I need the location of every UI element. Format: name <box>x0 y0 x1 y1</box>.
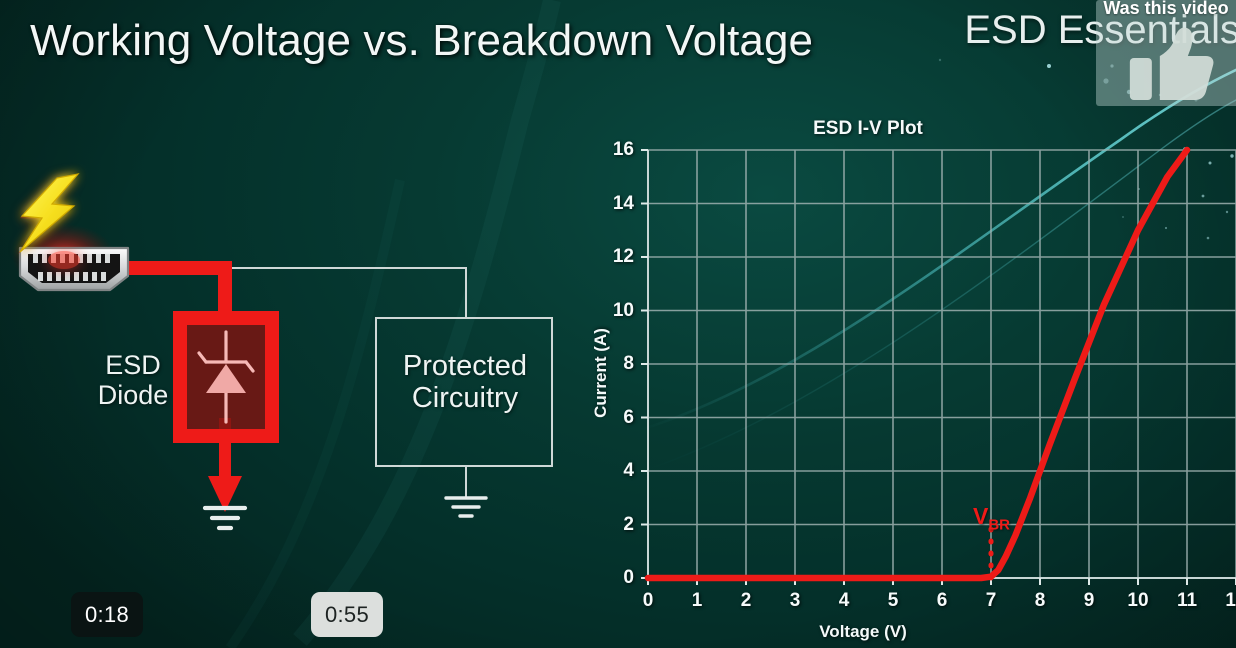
chart-xtick-4: 4 <box>838 590 850 611</box>
esd-protection-circuit-diagram: ESD Diode Protected Circuitry <box>0 150 600 570</box>
vbr-symbol: V <box>973 503 989 530</box>
survey-prompt-label: Was this video <box>1103 0 1229 18</box>
chart-xtick-7: 7 <box>985 590 997 611</box>
protected-label-line1: Protected <box>402 350 528 382</box>
chart-xtick-0: 0 <box>642 590 654 611</box>
chart-title: ESD I-V Plot <box>813 118 923 139</box>
esd-diode-label-line2: Diode <box>97 380 169 411</box>
timestamp-current[interactable]: 0:18 <box>71 592 143 637</box>
chart-ytick-6: 6 <box>623 406 634 428</box>
chart-xtick-11: 11 <box>1176 590 1198 611</box>
ground-icon-protected <box>444 496 488 518</box>
signal-trace-wire <box>132 267 467 318</box>
video-survey-overlay[interactable]: Was this video <box>1096 0 1236 106</box>
chart-ytick-12: 12 <box>612 246 634 267</box>
chart-ytick-16: 16 <box>612 139 634 160</box>
chart-xtick-2: 2 <box>740 590 752 611</box>
chart-ytick-2: 2 <box>623 513 634 535</box>
chart-series-0 <box>644 146 1191 582</box>
protected-circuitry-label: Protected Circuitry <box>375 350 555 415</box>
chart-ytick-8: 8 <box>623 353 634 374</box>
chart-xaxis-title: Voltage (V) <box>819 622 907 641</box>
lightning-bolt-icon <box>18 173 80 254</box>
chart-ytick-4: 4 <box>623 460 634 481</box>
chart-xtick-3: 3 <box>789 590 801 611</box>
thumbs-up-icon[interactable] <box>1122 26 1218 104</box>
chart-xtick-12: 12 <box>1225 590 1236 611</box>
chart-xtick-6: 6 <box>936 590 948 611</box>
chart-ytick-10: 10 <box>612 299 634 321</box>
timestamp-total[interactable]: 0:55 <box>311 592 383 637</box>
esd-diode-label-line1: ESD <box>105 350 161 380</box>
chart-xtick-1: 1 <box>691 590 703 611</box>
chart-ytick-14: 14 <box>612 192 634 214</box>
chart-ytick-0: 0 <box>623 567 634 588</box>
page-title: Working Voltage vs. Breakdown Voltage <box>30 16 814 65</box>
protected-label-line2: Circuitry <box>411 382 519 415</box>
chart-xtick-5: 5 <box>887 590 899 611</box>
vbr-annotation: VBR <box>973 503 1010 534</box>
esd-diode-component <box>173 311 279 443</box>
chart-plot-area <box>641 146 1236 585</box>
ground-icon <box>202 505 248 531</box>
chart-gridlines <box>647 149 1236 579</box>
chart-xtick-8: 8 <box>1034 590 1046 611</box>
hdmi-connector-icon <box>12 224 130 292</box>
protected-circuitry-component <box>375 317 553 518</box>
esd-diode-label: ESD Diode <box>78 350 188 410</box>
vbr-subscript: BR <box>988 516 1011 534</box>
tvs-zener-diode-icon <box>197 330 255 424</box>
chart-xtick-10: 10 <box>1127 590 1149 611</box>
chart-xtick-9: 9 <box>1083 590 1095 611</box>
